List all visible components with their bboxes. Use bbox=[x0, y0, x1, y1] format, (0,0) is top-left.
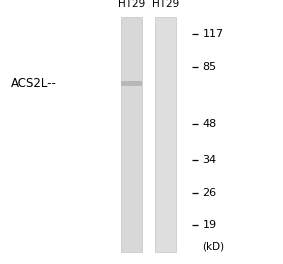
Text: 19: 19 bbox=[202, 220, 216, 230]
Text: HT29: HT29 bbox=[152, 0, 179, 9]
Bar bbox=[155, 17, 176, 252]
Text: 85: 85 bbox=[202, 62, 216, 72]
Text: 48: 48 bbox=[202, 119, 216, 129]
Bar bbox=[121, 17, 142, 252]
Bar bbox=[121, 81, 142, 86]
Text: 34: 34 bbox=[202, 155, 216, 165]
Text: ACS2L--: ACS2L-- bbox=[11, 77, 57, 90]
Text: 26: 26 bbox=[202, 188, 216, 198]
Text: 117: 117 bbox=[202, 29, 224, 39]
Text: (kD): (kD) bbox=[202, 241, 224, 251]
Text: HT29: HT29 bbox=[118, 0, 145, 9]
